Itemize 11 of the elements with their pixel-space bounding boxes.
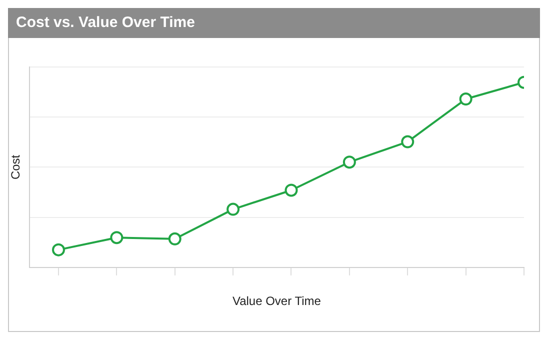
y-axis-title: Cost [8,154,23,180]
chart-title: Cost vs. Value Over Time [8,8,540,38]
point [459,92,472,106]
point [401,135,414,148]
point [284,184,298,197]
x-axis-title: Value Over Time [232,294,322,308]
point [226,202,240,216]
point [342,156,356,169]
point [110,231,124,244]
point [168,232,182,246]
point [52,243,65,256]
